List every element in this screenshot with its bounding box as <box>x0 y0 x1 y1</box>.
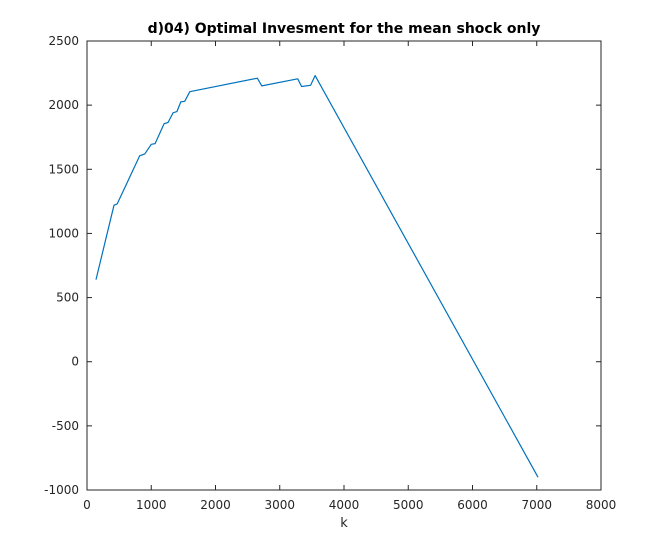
y-tick-label: 500 <box>56 291 79 305</box>
x-tick-label: 5000 <box>393 498 424 512</box>
x-tick-label: 2000 <box>200 498 231 512</box>
x-tick-label: 4000 <box>329 498 360 512</box>
y-tick-label: 0 <box>71 355 79 369</box>
axes-box <box>86 40 602 491</box>
x-tick-label: 3000 <box>264 498 295 512</box>
x-tick-label: 6000 <box>457 498 488 512</box>
y-tick-label: -1000 <box>44 483 79 497</box>
y-tick-label: 1000 <box>48 226 79 240</box>
y-tick-label: -500 <box>52 419 79 433</box>
chart-title: d)04) Optimal Invesment for the mean sho… <box>148 21 541 37</box>
x-tick-label: 7000 <box>521 498 552 512</box>
series-line-0 <box>95 74 539 478</box>
y-tick-label: 1500 <box>48 162 79 176</box>
x-ticks: 0 1000 2000 3000 4000 5000 6000 7000 8000 <box>83 41 616 512</box>
x-tick-label: 1000 <box>136 498 167 512</box>
x-tick-label: 0 <box>83 498 91 512</box>
x-tick-label: 8000 <box>586 498 617 512</box>
y-tick-label: 2000 <box>48 98 79 112</box>
series-group <box>95 74 539 478</box>
axes-background <box>87 41 601 490</box>
y-tick-label: 2500 <box>48 34 79 48</box>
x-axis-label: k <box>340 516 348 531</box>
y-ticks: -1000 -500 0 500 1000 1500 2000 2500 <box>44 34 601 497</box>
